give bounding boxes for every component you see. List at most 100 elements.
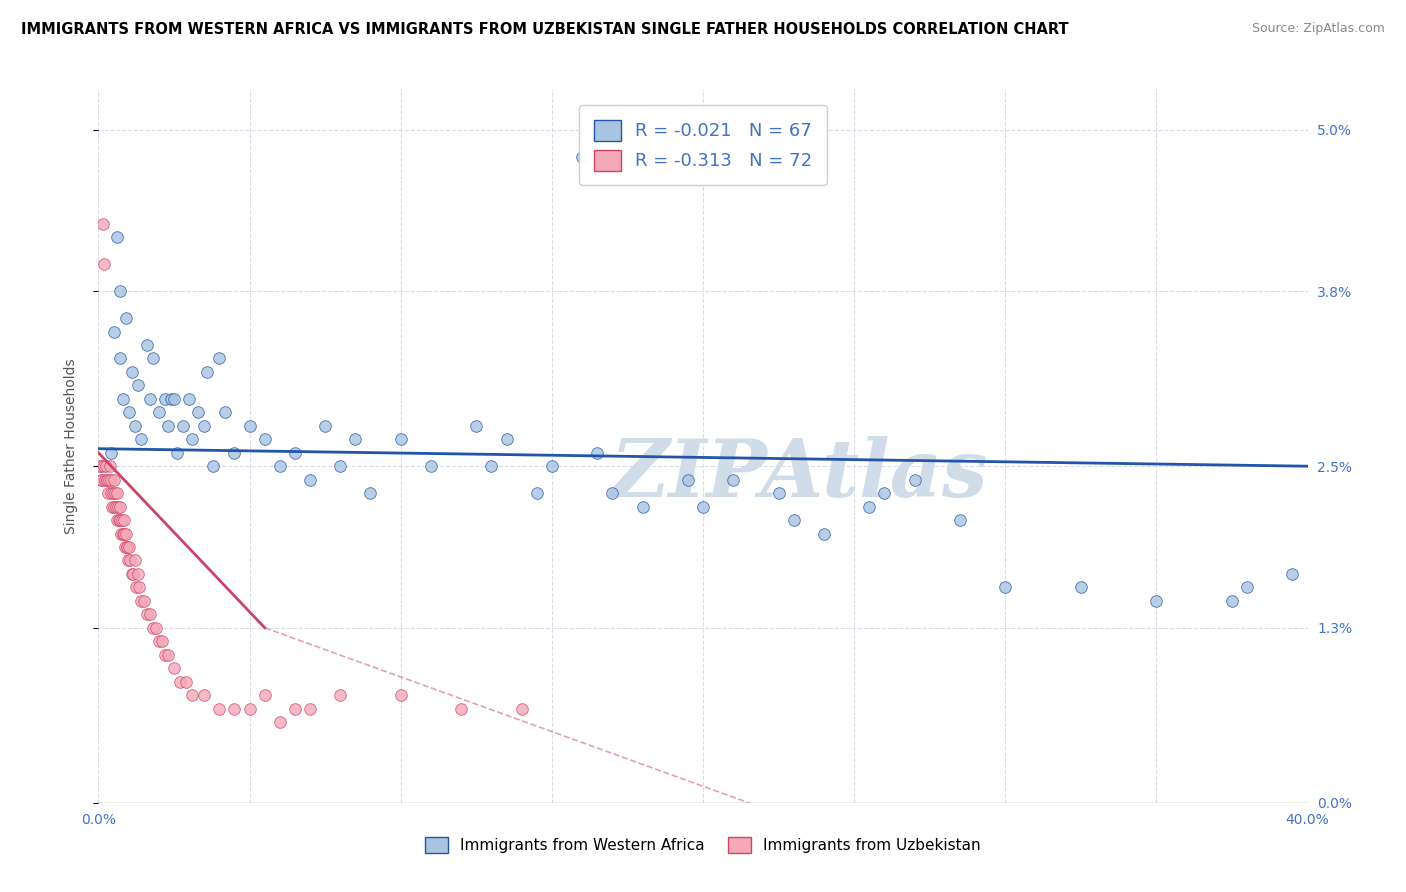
Point	[103, 473, 125, 487]
Point	[169, 674, 191, 689]
Point	[114, 540, 136, 554]
Point	[360, 486, 382, 500]
Point	[465, 418, 488, 433]
Point	[1070, 580, 1092, 594]
Point	[127, 378, 149, 392]
Point	[107, 500, 129, 514]
Point	[187, 405, 209, 419]
Point	[723, 473, 745, 487]
Point	[148, 405, 170, 419]
Point	[103, 325, 125, 339]
Point	[132, 594, 155, 608]
Point	[93, 459, 115, 474]
Point	[224, 446, 246, 460]
Point	[104, 486, 127, 500]
Point	[299, 473, 322, 487]
Point	[111, 526, 134, 541]
Point	[299, 701, 322, 715]
Point	[124, 553, 146, 567]
Point	[253, 432, 276, 446]
Point	[108, 351, 131, 366]
Point	[98, 473, 121, 487]
Point	[108, 284, 131, 298]
Point	[148, 634, 170, 648]
Point	[420, 459, 443, 474]
Point	[108, 500, 131, 514]
Point	[135, 338, 157, 352]
Point	[181, 688, 204, 702]
Point	[214, 405, 236, 419]
Point	[202, 459, 225, 474]
Point	[329, 459, 352, 474]
Point	[115, 540, 138, 554]
Point	[139, 607, 162, 622]
Point	[208, 701, 231, 715]
Point	[174, 674, 197, 689]
Point	[120, 553, 142, 567]
Point	[269, 459, 291, 474]
Point	[118, 405, 141, 419]
Point	[1281, 566, 1303, 581]
Point	[129, 432, 152, 446]
Point	[100, 486, 122, 500]
Text: ZIPAtlas: ZIPAtlas	[612, 436, 988, 513]
Point	[239, 701, 262, 715]
Point	[344, 432, 367, 446]
Point	[873, 486, 896, 500]
Point	[111, 392, 134, 406]
Point	[94, 459, 117, 474]
Point	[115, 540, 138, 554]
Point	[96, 473, 118, 487]
Point	[110, 513, 132, 527]
Point	[1146, 594, 1168, 608]
Point	[100, 446, 122, 460]
Point	[110, 526, 132, 541]
Point	[108, 513, 131, 527]
Point	[284, 446, 307, 460]
Point	[631, 500, 654, 514]
Point	[858, 500, 880, 514]
Point	[172, 418, 194, 433]
Point	[284, 701, 307, 715]
Legend: Immigrants from Western Africa, Immigrants from Uzbekistan: Immigrants from Western Africa, Immigran…	[419, 831, 987, 859]
Point	[101, 486, 124, 500]
Point	[510, 701, 533, 715]
Point	[768, 486, 790, 500]
Point	[208, 351, 231, 366]
Point	[100, 473, 122, 487]
Point	[122, 566, 145, 581]
Point	[949, 513, 972, 527]
Point	[166, 446, 188, 460]
Point	[495, 432, 517, 446]
Point	[195, 365, 218, 379]
Point	[142, 621, 165, 635]
Point	[239, 418, 262, 433]
Point	[145, 621, 167, 635]
Point	[104, 500, 127, 514]
Point	[571, 149, 593, 163]
Point	[526, 486, 548, 500]
Point	[904, 473, 927, 487]
Point	[193, 688, 215, 702]
Point	[813, 526, 835, 541]
Point	[156, 418, 179, 433]
Point	[602, 486, 624, 500]
Point	[224, 701, 246, 715]
Point	[91, 473, 114, 487]
Y-axis label: Single Father Households: Single Father Households	[63, 359, 77, 533]
Point	[112, 513, 135, 527]
Point	[1236, 580, 1258, 594]
Point	[783, 513, 806, 527]
Point	[101, 500, 124, 514]
Point	[91, 217, 114, 231]
Point	[118, 540, 141, 554]
Point	[98, 459, 121, 474]
Point	[269, 714, 291, 729]
Point	[163, 661, 186, 675]
Point	[163, 392, 186, 406]
Point	[103, 500, 125, 514]
Point	[142, 351, 165, 366]
Point	[150, 634, 173, 648]
Point	[253, 688, 276, 702]
Point	[139, 392, 162, 406]
